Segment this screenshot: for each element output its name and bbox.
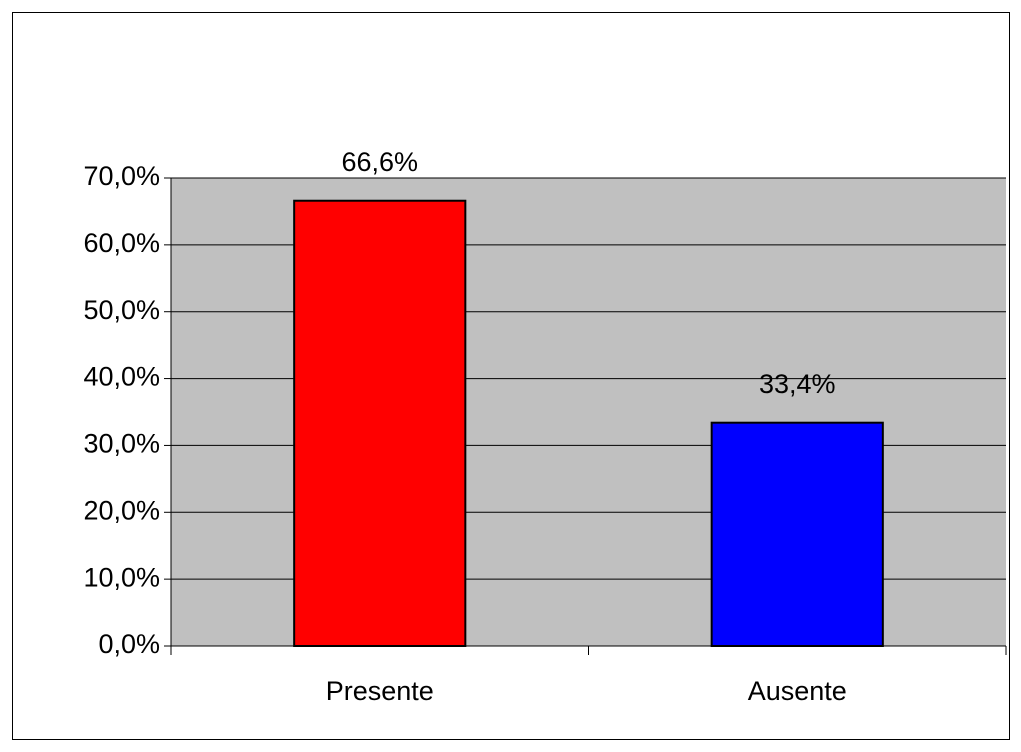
y-tick-label: 60,0% xyxy=(83,228,160,258)
y-tick-label: 50,0% xyxy=(83,295,160,325)
value-label: 66,6% xyxy=(341,147,418,177)
y-tick-label: 10,0% xyxy=(83,562,160,592)
x-tick-label: Ausente xyxy=(748,676,847,706)
bar xyxy=(293,199,467,648)
bar xyxy=(710,421,884,647)
y-tick-label: 40,0% xyxy=(83,362,160,392)
value-label: 33,4% xyxy=(759,369,836,399)
x-tick-label: Presente xyxy=(326,676,434,706)
y-tick-label: 30,0% xyxy=(83,429,160,459)
y-tick-label: 20,0% xyxy=(83,495,160,525)
y-tick-label: 0,0% xyxy=(98,629,160,659)
y-tick-label: 70,0% xyxy=(83,161,160,191)
